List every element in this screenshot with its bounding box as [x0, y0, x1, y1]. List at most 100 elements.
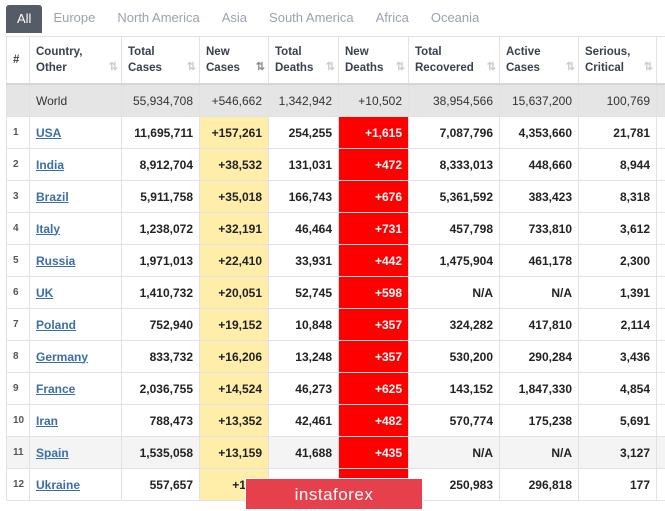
new-deaths-cell: +731 — [339, 213, 409, 245]
overflow-cell — [657, 437, 665, 469]
header-country[interactable]: Country, Other ⇅ — [30, 37, 122, 85]
total-recovered-cell: N/A — [409, 437, 500, 469]
country-link[interactable]: Germany — [36, 350, 88, 364]
total-cases-cell: 1,971,013 — [122, 245, 200, 277]
serious-cell: 100,769 — [579, 84, 657, 117]
active-cases-cell: 733,810 — [500, 213, 579, 245]
row-num: 9 — [7, 373, 30, 405]
header-total-cases-line2: Cases — [128, 62, 162, 74]
header-serious-line2: Critical — [585, 62, 624, 74]
country-link[interactable]: Italy — [36, 222, 60, 236]
header-active-cases[interactable]: Active Cases ⇅ — [500, 37, 579, 85]
tab-oceania[interactable]: Oceania — [420, 5, 490, 31]
country-link[interactable]: UK — [36, 286, 53, 300]
total-deaths-cell: 1,342,942 — [269, 84, 339, 117]
country-cell: Russia — [30, 245, 122, 277]
new-deaths-cell: +625 — [339, 373, 409, 405]
new-cases-cell: +35,018 — [200, 181, 269, 213]
tab-south-america[interactable]: South America — [258, 5, 365, 31]
active-cases-cell: 1,847,330 — [500, 373, 579, 405]
header-num[interactable]: # — [7, 37, 30, 85]
total-cases-cell: 788,473 — [122, 405, 200, 437]
overflow-cell — [657, 373, 665, 405]
country-link[interactable]: Spain — [36, 446, 69, 460]
tab-asia[interactable]: Asia — [211, 5, 258, 31]
country-link[interactable]: India — [36, 158, 64, 172]
sort-icon[interactable]: ⇅ — [566, 59, 573, 75]
total-recovered-cell: 8,333,013 — [409, 149, 500, 181]
country-link[interactable]: France — [36, 382, 75, 396]
overflow-cell — [657, 181, 665, 213]
total-recovered-cell: 5,361,592 — [409, 181, 500, 213]
new-deaths-cell: +435 — [339, 437, 409, 469]
total-cases-cell: 11,695,711 — [122, 117, 200, 149]
row-num: 4 — [7, 213, 30, 245]
new-deaths-cell: +357 — [339, 341, 409, 373]
country-link[interactable]: Poland — [36, 318, 76, 332]
row-num: 5 — [7, 245, 30, 277]
sort-icon[interactable]: ⇅ — [326, 59, 333, 75]
total-cases-cell: 55,934,708 — [122, 84, 200, 117]
new-cases-cell: +13,352 — [200, 405, 269, 437]
header-total-recovered[interactable]: Total Recovered ⇅ — [409, 37, 500, 85]
header-active-cases-line2: Cases — [506, 62, 540, 74]
country-cell: Germany — [30, 341, 122, 373]
serious-cell: 4,854 — [579, 373, 657, 405]
row-num: 1 — [7, 117, 30, 149]
tab-north-america[interactable]: North America — [106, 5, 210, 31]
row-num: 10 — [7, 405, 30, 437]
active-cases-cell: 448,660 — [500, 149, 579, 181]
overflow-cell — [657, 309, 665, 341]
total-deaths-cell: 41,688 — [269, 437, 339, 469]
overflow-cell — [657, 469, 665, 501]
country-link[interactable]: Iran — [36, 414, 58, 428]
country-cell: Spain — [30, 437, 122, 469]
sort-icon[interactable]: ⇅ — [487, 59, 494, 75]
country-link[interactable]: Ukraine — [36, 478, 80, 492]
sort-icon-active[interactable]: ⇅ — [256, 59, 263, 75]
active-cases-cell: 290,284 — [500, 341, 579, 373]
total-cases-cell: 833,732 — [122, 341, 200, 373]
header-total-cases[interactable]: Total Cases ⇅ — [122, 37, 200, 85]
total-deaths-cell: 13,248 — [269, 341, 339, 373]
new-cases-cell: +13,159 — [200, 437, 269, 469]
header-new-deaths-line1: New — [345, 46, 369, 58]
header-total-deaths[interactable]: Total Deaths ⇅ — [269, 37, 339, 85]
header-new-cases-line2: Cases — [206, 62, 240, 74]
total-recovered-cell: 1,475,904 — [409, 245, 500, 277]
total-recovered-cell: 570,774 — [409, 405, 500, 437]
total-cases-cell: 8,912,704 — [122, 149, 200, 181]
country-link[interactable]: Brazil — [36, 190, 69, 204]
sort-icon[interactable]: ⇅ — [396, 59, 403, 75]
header-new-deaths[interactable]: New Deaths ⇅ — [339, 37, 409, 85]
serious-cell: 8,944 — [579, 149, 657, 181]
total-deaths-cell: 46,464 — [269, 213, 339, 245]
header-total-recovered-line1: Total — [415, 46, 442, 58]
country-cell: Brazil — [30, 181, 122, 213]
tab-europe[interactable]: Europe — [42, 5, 106, 31]
new-deaths-cell: +482 — [339, 405, 409, 437]
sort-icon[interactable]: ⇅ — [644, 59, 651, 75]
country-link[interactable]: Russia — [36, 254, 75, 268]
header-overflow — [657, 37, 665, 85]
header-new-deaths-line2: Deaths — [345, 62, 383, 74]
serious-cell: 5,691 — [579, 405, 657, 437]
country-link[interactable]: USA — [36, 126, 61, 140]
sort-icon[interactable]: ⇅ — [187, 59, 194, 75]
region-tabs: All Europe North America Asia South Amer… — [0, 0, 665, 36]
sort-icon[interactable]: ⇅ — [109, 59, 116, 75]
new-cases-cell: +546,662 — [200, 84, 269, 117]
header-new-cases[interactable]: New Cases ⇅ — [200, 37, 269, 85]
tab-africa[interactable]: Africa — [365, 5, 420, 31]
header-serious-critical[interactable]: Serious, Critical ⇅ — [579, 37, 657, 85]
row-num: 3 — [7, 181, 30, 213]
serious-cell: 3,612 — [579, 213, 657, 245]
header-total-cases-line1: Total — [128, 46, 155, 58]
row-num: 11 — [7, 437, 30, 469]
tab-all[interactable]: All — [6, 5, 42, 33]
new-cases-cell: +32,191 — [200, 213, 269, 245]
country-cell: Italy — [30, 213, 122, 245]
active-cases-cell: N/A — [500, 277, 579, 309]
